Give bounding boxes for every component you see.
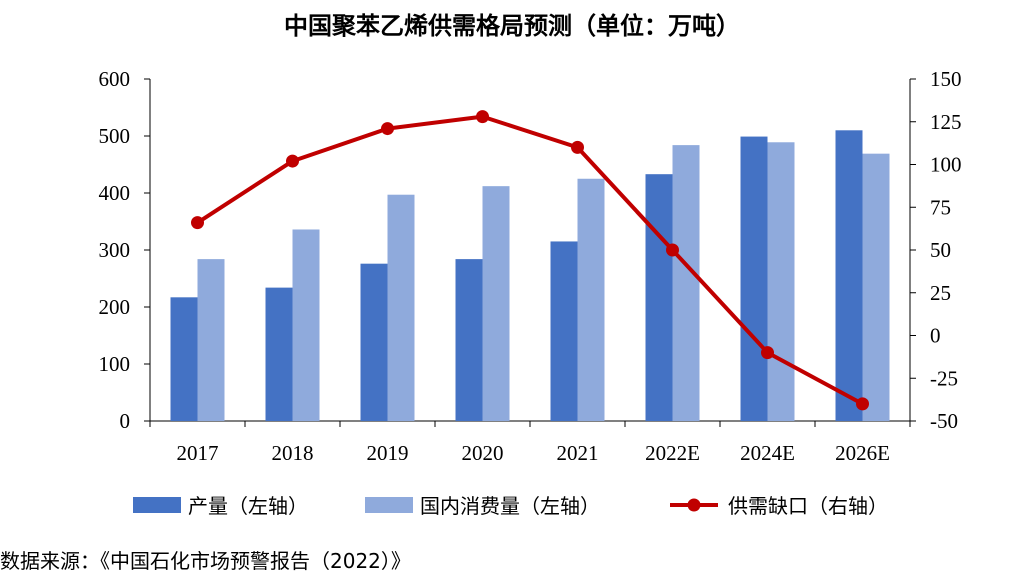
legend-swatch-production bbox=[133, 497, 181, 513]
bar-production bbox=[170, 297, 198, 421]
bar-production bbox=[740, 136, 768, 421]
y-right-tick-label: -25 bbox=[930, 366, 958, 390]
y-right-tick-label: -50 bbox=[930, 409, 958, 433]
y-right-tick-label: 100 bbox=[930, 153, 962, 177]
x-tick-label: 2018 bbox=[272, 441, 314, 465]
bar-consumption bbox=[387, 194, 415, 421]
gap-point bbox=[191, 216, 204, 230]
x-tick-label: 2019 bbox=[367, 441, 409, 465]
y-right-tick-label: 25 bbox=[930, 281, 951, 305]
legend-swatch-gap-point bbox=[687, 498, 701, 512]
y-left-tick-label: 200 bbox=[99, 295, 131, 319]
y-right-tick-label: 75 bbox=[930, 195, 951, 219]
source-note: 数据来源：《中国石化市场预警报告（2022）》 bbox=[0, 549, 411, 573]
bar-production bbox=[835, 130, 863, 422]
legend-label: 国内消费量（左轴） bbox=[420, 494, 600, 518]
gap-line-path bbox=[196, 114, 864, 406]
gap-point bbox=[761, 346, 774, 360]
bar-consumption bbox=[577, 178, 605, 421]
x-tick-label: 2024E bbox=[740, 441, 795, 465]
gap-point bbox=[571, 140, 584, 154]
gap-point bbox=[286, 154, 299, 168]
y-left-tick-label: 500 bbox=[99, 124, 131, 148]
bar-production bbox=[265, 287, 293, 421]
gap-point bbox=[381, 122, 394, 136]
y-right-tick-label: 150 bbox=[930, 67, 962, 91]
legend-label: 产量（左轴） bbox=[188, 494, 308, 518]
bar-consumption bbox=[197, 259, 225, 421]
x-tick-label: 2020 bbox=[462, 441, 504, 465]
bar-production bbox=[360, 263, 388, 421]
bar-production bbox=[645, 174, 673, 421]
bar-consumption bbox=[292, 229, 320, 421]
bar-consumption bbox=[482, 186, 510, 421]
y-left-tick-label: 300 bbox=[99, 238, 131, 262]
y-left-tick-label: 100 bbox=[99, 352, 131, 376]
y-left-tick-label: 400 bbox=[99, 181, 131, 205]
y-right-tick-label: 50 bbox=[930, 238, 951, 262]
bar-consumption bbox=[862, 153, 890, 422]
legend-label: 供需缺口（右轴） bbox=[728, 494, 888, 518]
bar-consumption bbox=[767, 142, 795, 421]
x-tick-label: 2022E bbox=[645, 441, 700, 465]
x-tick-label: 2026E bbox=[835, 441, 890, 465]
x-tick-label: 2021 bbox=[557, 441, 599, 465]
tick-labels: 0 100 200 300 400 500 600 -50 -25 0 25 50 75 100 125 15… bbox=[99, 67, 962, 465]
legend-swatch-consumption bbox=[365, 497, 413, 513]
gap-point bbox=[856, 397, 869, 411]
y-left-tick-label: 600 bbox=[99, 67, 131, 91]
y-right-tick-label: 125 bbox=[930, 110, 962, 134]
y-right-tick-label: 0 bbox=[930, 324, 941, 348]
gap-point bbox=[666, 243, 679, 257]
bar-production bbox=[455, 259, 483, 421]
gap-point bbox=[476, 110, 489, 124]
legend: 产量（左轴） 国内消费量（左轴） 供需缺口（右轴） bbox=[133, 494, 888, 518]
x-tick-label: 2017 bbox=[177, 441, 219, 465]
gap-line bbox=[191, 110, 869, 411]
bar-consumption bbox=[672, 145, 700, 421]
chart-title: 中国聚苯乙烯供需格局预测（单位：万吨） bbox=[284, 12, 740, 40]
y-left-tick-label: 0 bbox=[120, 409, 131, 433]
bars bbox=[170, 130, 890, 422]
bar-production bbox=[550, 241, 578, 421]
